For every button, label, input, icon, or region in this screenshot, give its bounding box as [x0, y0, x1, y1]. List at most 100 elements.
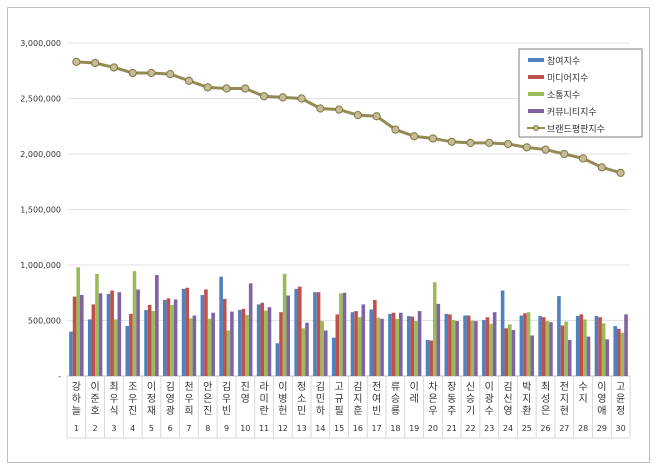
x-tick-char: 헌 [278, 405, 287, 417]
x-tick-char: 우 [109, 393, 118, 405]
bar-2 [204, 289, 208, 376]
bar-4 [248, 283, 253, 376]
rank-label: 15 [334, 424, 344, 433]
bar-1 [256, 304, 261, 376]
x-tick-char: 조 [128, 382, 137, 393]
x-tick-char: 성 [541, 393, 550, 405]
x-tick-char: 애 [597, 405, 606, 417]
rank-label: 23 [484, 424, 494, 433]
line-point [616, 168, 625, 177]
rank-label: 12 [278, 424, 288, 433]
bar-3 [601, 323, 606, 376]
y-tick-label: 500,000 [28, 317, 61, 326]
bar-2 [391, 312, 396, 376]
line-point [147, 68, 156, 78]
x-tick-char: 희 [184, 405, 193, 417]
x-tick-char: 안 [203, 381, 212, 393]
bar-2 [410, 316, 415, 376]
bar-4 [436, 303, 441, 376]
line-point [72, 57, 81, 66]
bar-4 [549, 322, 553, 376]
bar-3 [151, 311, 156, 376]
rank-label: 13 [296, 424, 306, 433]
y-tick-label: 2,500,000 [20, 95, 61, 104]
bar-3 [188, 318, 193, 376]
line-point [560, 149, 569, 159]
rank-label: 21 [447, 424, 457, 433]
bar-2 [598, 317, 602, 376]
bar-4 [342, 292, 347, 376]
x-tick-char: 최 [541, 381, 550, 393]
bar-1 [388, 313, 392, 376]
line-point [410, 132, 419, 141]
bar-2 [429, 340, 433, 376]
bar-1 [181, 288, 186, 376]
x-tick-char: 영 [166, 393, 175, 405]
line-point [578, 154, 588, 163]
bar-4 [624, 314, 628, 376]
bar-4 [305, 322, 309, 376]
x-tick-char: 룡 [391, 405, 400, 417]
bar-1 [294, 288, 298, 376]
x-tick-char: 신 [503, 393, 512, 405]
bar-1 [106, 293, 111, 376]
bar-2 [222, 298, 227, 376]
y-tick-label: - [58, 372, 61, 381]
rank-label: 25 [522, 424, 532, 433]
y-tick-label: 1,000,000 [20, 261, 61, 270]
bar-3 [470, 320, 475, 376]
bar-2 [485, 317, 490, 376]
x-tick-char: 영 [503, 405, 512, 417]
rank-label: 4 [130, 424, 135, 433]
x-tick-char: 지 [560, 393, 569, 405]
x-tick-char: 빈 [222, 405, 231, 417]
x-tick-char: 민 [297, 405, 306, 417]
x-tick-char: 수 [485, 405, 494, 417]
x-tick-char: 차 [428, 381, 437, 393]
y-tick-label: 3,000,000 [20, 39, 61, 48]
bar-2 [448, 314, 452, 376]
bar-4 [455, 321, 459, 376]
x-tick-char: 박 [522, 381, 531, 393]
x-tick-char: 이 [485, 381, 494, 393]
y-tick-label: 2,000,000 [20, 150, 61, 159]
bar-2 [316, 292, 321, 376]
x-tick-char: 광 [166, 405, 175, 417]
x-tick-char: 정 [616, 405, 625, 417]
bar-3 [376, 317, 381, 376]
bar-2 [110, 290, 114, 376]
bar-4 [474, 321, 478, 376]
bar-4 [511, 329, 516, 376]
bar-4 [155, 274, 159, 376]
bar-2 [91, 304, 96, 376]
line-point [541, 145, 550, 154]
x-tick-char: 이 [278, 381, 287, 393]
bar-4 [136, 289, 140, 376]
line-point [335, 105, 344, 114]
rank-label: 9 [224, 424, 229, 433]
rank-label: 3 [111, 424, 116, 433]
x-tick-char: 우 [128, 393, 137, 405]
bar-3 [76, 267, 80, 376]
bar-3 [451, 319, 456, 376]
x-tick-char: 주 [447, 406, 456, 417]
line-point [391, 125, 400, 134]
legend-swatch [528, 58, 544, 62]
x-tick-char: 필 [335, 405, 344, 417]
x-tick-char: 병 [278, 393, 287, 405]
legend-label: 브랜드평판지수 [547, 124, 605, 135]
legend-label: 미디어지수 [547, 73, 588, 84]
x-tick-char: 기 [466, 405, 475, 417]
bar-4 [98, 293, 103, 376]
bar-2 [373, 299, 377, 376]
x-tick-char: 지 [578, 393, 587, 405]
x-tick-char: 빈 [372, 405, 381, 417]
